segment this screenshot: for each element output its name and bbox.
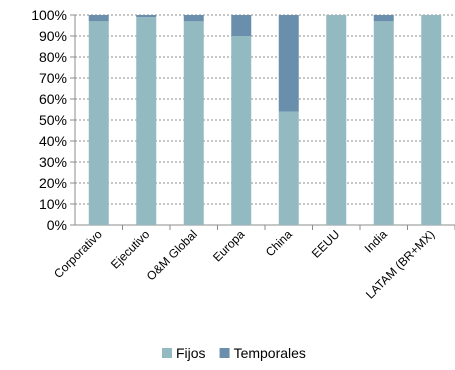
x-tick-label: EEUU xyxy=(309,227,342,260)
bar-temporales-4 xyxy=(278,15,299,112)
y-tick-label: 60% xyxy=(39,91,67,107)
legend: Fijos Temporales xyxy=(162,345,306,361)
axes xyxy=(70,14,455,230)
legend-label-fijos: Fijos xyxy=(176,345,206,361)
bar-fijos-0 xyxy=(88,21,109,225)
y-tick-label: 10% xyxy=(39,196,67,212)
bars xyxy=(88,15,442,225)
legend-label-temporales: Temporales xyxy=(234,345,306,361)
x-tick-label: India xyxy=(362,227,391,256)
bar-temporales-2 xyxy=(183,15,204,22)
x-tick-label: China xyxy=(263,227,295,259)
y-tick-label: 0% xyxy=(47,217,67,233)
y-tick-label: 100% xyxy=(31,7,67,23)
y-tick-label: 90% xyxy=(39,28,67,44)
bar-fijos-7 xyxy=(421,15,442,225)
x-tick-label: Corporativo xyxy=(51,227,105,281)
y-tick-label: 80% xyxy=(39,49,67,65)
x-tick-label: Europa xyxy=(210,227,247,264)
y-tick-label: 40% xyxy=(39,133,67,149)
bar-fijos-6 xyxy=(373,21,394,225)
legend-swatch-temporales xyxy=(219,348,230,358)
x-tick-label: O&M Global xyxy=(144,227,200,283)
y-tick-label: 50% xyxy=(39,112,67,128)
y-tick-label: 30% xyxy=(39,154,67,170)
bar-temporales-3 xyxy=(231,15,252,36)
gridlines xyxy=(75,14,455,205)
y-tick-label: 20% xyxy=(39,175,67,191)
bar-fijos-2 xyxy=(183,21,204,225)
bar-fijos-3 xyxy=(231,36,252,225)
bar-fijos-5 xyxy=(326,15,347,225)
bar-fijos-4 xyxy=(278,111,299,225)
y-tick-labels: 0% 10% 20% 30% 40% 50% 60% 70% 80% 90% 100% xyxy=(31,7,67,233)
x-tick-label: Ejecutivo xyxy=(108,227,153,272)
bar-temporales-1 xyxy=(136,15,157,18)
bar-temporales-6 xyxy=(373,15,394,22)
y-tick-label: 70% xyxy=(39,70,67,86)
bar-fijos-1 xyxy=(136,17,157,225)
legend-swatch-fijos xyxy=(162,348,172,358)
bar-temporales-0 xyxy=(88,15,109,22)
